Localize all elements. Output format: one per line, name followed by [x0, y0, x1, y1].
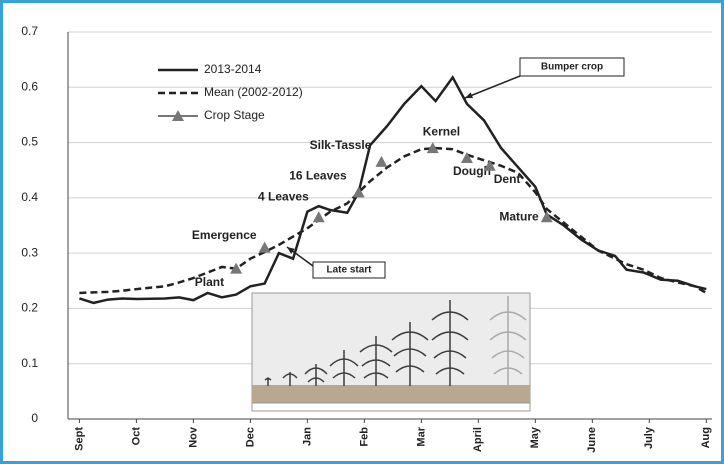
y-tick-label: 0.1 — [21, 356, 38, 370]
x-tick-label: Dec — [244, 427, 256, 447]
y-tick-label: 0.3 — [21, 245, 38, 259]
crop-stage-label: 16 Leaves — [289, 169, 347, 183]
crop-stage-label: Dough — [453, 164, 491, 178]
page: {"chart_data": {"type": "line", "x": [0,… — [0, 0, 724, 464]
crop-stage-label: Plant — [195, 275, 224, 289]
y-tick-label: 0.4 — [21, 190, 38, 204]
x-tick-label: Oct — [130, 427, 142, 446]
x-tick-label: Aug — [700, 427, 712, 448]
x-tick-label: Feb — [358, 427, 370, 447]
y-tick-label: 0.6 — [21, 79, 38, 93]
legend-label: Crop Stage — [204, 108, 265, 122]
y-tick-label: 0.2 — [21, 301, 38, 315]
y-tick-label: 0 — [31, 411, 38, 425]
x-tick-label: Sept — [73, 427, 85, 451]
x-tick-label: May — [529, 426, 541, 448]
x-tick-label: June — [586, 427, 598, 453]
x-tick-label: July — [643, 426, 655, 449]
annotation: Bumper crop — [541, 62, 603, 73]
crop-stage-label: Dent — [494, 172, 521, 186]
crop-stage-label: Kernel — [423, 124, 460, 138]
y-tick-label: 0.7 — [21, 24, 38, 38]
crop-stage-label: Mature — [499, 209, 539, 223]
x-tick-label: April — [472, 427, 484, 452]
crop-stage-label: 4 Leaves — [258, 189, 309, 203]
x-tick-label: Nov — [187, 426, 199, 448]
crop-stage-label: Emergence — [192, 228, 257, 242]
y-tick-label: 0.5 — [21, 135, 38, 149]
chart: 0 0.1 0.2 0.3 0.4 0.5 0.6 0.7 Sept Oct Nov Dec Jan Fe… — [0, 0, 724, 464]
legend-label: 2013-2014 — [204, 62, 262, 76]
crop-stage-label: Silk-Tassle — [310, 138, 372, 152]
x-tick-label: Jan — [301, 427, 313, 446]
legend-label: Mean (2002-2012) — [204, 85, 303, 99]
annotation: Late start — [326, 265, 372, 276]
x-tick-label: Mar — [415, 426, 427, 446]
crop-image — [252, 293, 530, 411]
